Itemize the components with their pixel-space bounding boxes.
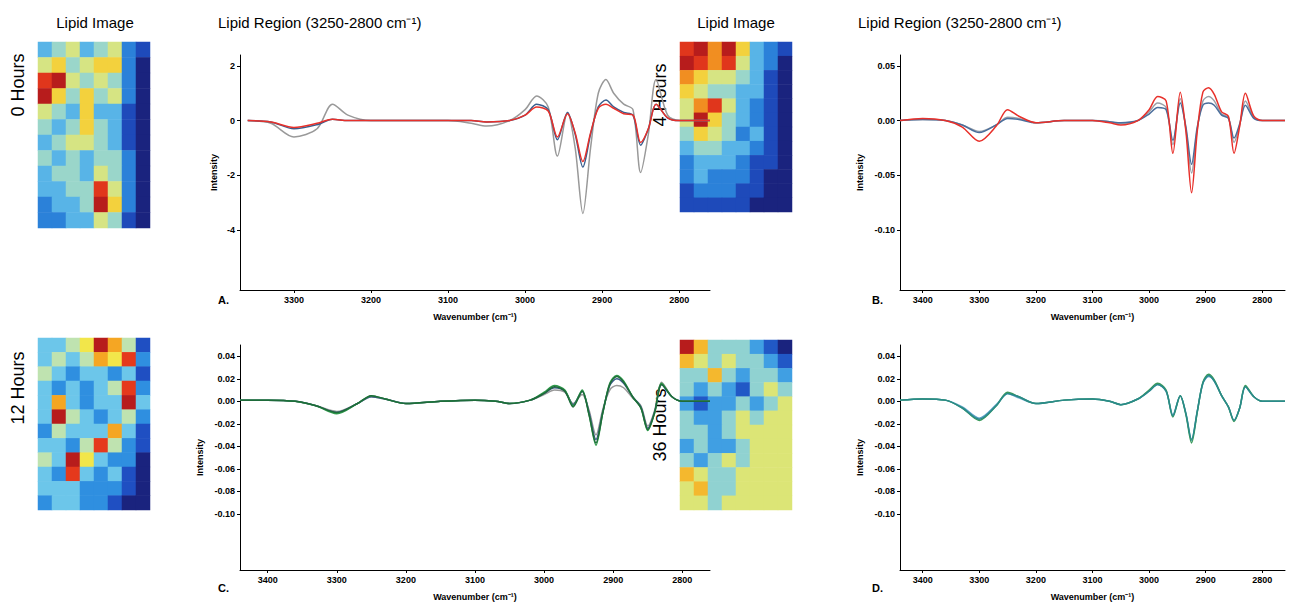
svg-text:-0.06: -0.06 xyxy=(214,464,235,474)
svg-text:-0.04: -0.04 xyxy=(874,441,895,451)
svg-text:-0.06: -0.06 xyxy=(874,464,895,474)
svg-text:Wavenumber (cm⁻¹): Wavenumber (cm⁻¹) xyxy=(433,312,517,322)
svg-text:Lipid Image: Lipid Image xyxy=(56,14,134,31)
svg-text:3000: 3000 xyxy=(1139,575,1159,585)
svg-text:3300: 3300 xyxy=(969,295,989,305)
svg-text:0.00: 0.00 xyxy=(877,396,895,406)
svg-text:3400: 3400 xyxy=(913,575,933,585)
svg-text:0.05: 0.05 xyxy=(877,61,895,71)
svg-text:-0.10: -0.10 xyxy=(874,509,895,519)
svg-text:-0.04: -0.04 xyxy=(214,441,235,451)
svg-text:B.: B. xyxy=(872,294,883,306)
svg-text:3200: 3200 xyxy=(396,575,416,585)
svg-text:4 Hours: 4 Hours xyxy=(650,63,670,127)
svg-text:Intensity: Intensity xyxy=(855,154,865,191)
svg-text:3300: 3300 xyxy=(327,575,347,585)
svg-text:Lipid Region (3250-2800 cm⁻¹): Lipid Region (3250-2800 cm⁻¹) xyxy=(858,14,1061,31)
svg-text:3400: 3400 xyxy=(258,575,278,585)
svg-text:3100: 3100 xyxy=(438,295,458,305)
svg-text:Intensity: Intensity xyxy=(209,154,219,191)
svg-text:3300: 3300 xyxy=(969,575,989,585)
svg-text:Wavenumber (cm⁻¹): Wavenumber (cm⁻¹) xyxy=(433,592,517,602)
svg-text:Lipid Image: Lipid Image xyxy=(697,14,775,31)
svg-text:-0.08: -0.08 xyxy=(874,486,895,496)
svg-text:3100: 3100 xyxy=(465,575,485,585)
svg-text:3200: 3200 xyxy=(1026,295,1046,305)
svg-text:A.: A. xyxy=(218,294,229,306)
svg-text:Intensity: Intensity xyxy=(195,439,205,476)
svg-text:2900: 2900 xyxy=(603,575,623,585)
svg-text:2: 2 xyxy=(230,61,235,71)
svg-text:2800: 2800 xyxy=(1252,295,1272,305)
svg-text:-0.10: -0.10 xyxy=(214,509,235,519)
svg-text:2800: 2800 xyxy=(1252,575,1272,585)
svg-text:-0.10: -0.10 xyxy=(874,225,895,235)
svg-text:2900: 2900 xyxy=(1196,575,1216,585)
svg-text:36 Hours: 36 Hours xyxy=(650,388,670,461)
svg-text:3000: 3000 xyxy=(1139,295,1159,305)
svg-text:C.: C. xyxy=(218,582,229,594)
svg-text:Wavenumber (cm⁻¹): Wavenumber (cm⁻¹) xyxy=(1051,312,1135,322)
svg-text:3200: 3200 xyxy=(361,295,381,305)
svg-text:0.04: 0.04 xyxy=(877,351,895,361)
svg-text:-0.02: -0.02 xyxy=(214,419,235,429)
svg-text:-0.05: -0.05 xyxy=(874,170,895,180)
svg-text:3000: 3000 xyxy=(534,575,554,585)
svg-text:0.04: 0.04 xyxy=(217,351,235,361)
svg-text:3200: 3200 xyxy=(1026,575,1046,585)
svg-text:0.00: 0.00 xyxy=(877,116,895,126)
svg-text:-0.02: -0.02 xyxy=(874,419,895,429)
svg-text:-4: -4 xyxy=(227,225,235,235)
svg-text:Intensity: Intensity xyxy=(855,439,865,476)
svg-text:3300: 3300 xyxy=(284,295,304,305)
svg-text:0: 0 xyxy=(230,116,235,126)
svg-text:Lipid Region (3250-2800 cm⁻¹): Lipid Region (3250-2800 cm⁻¹) xyxy=(218,14,421,31)
svg-text:2800: 2800 xyxy=(669,295,689,305)
svg-text:-2: -2 xyxy=(227,170,235,180)
svg-text:12 Hours: 12 Hours xyxy=(8,351,28,424)
svg-text:2900: 2900 xyxy=(1196,295,1216,305)
svg-text:3000: 3000 xyxy=(515,295,535,305)
svg-text:3400: 3400 xyxy=(913,295,933,305)
svg-text:-0.08: -0.08 xyxy=(214,486,235,496)
svg-text:0.02: 0.02 xyxy=(877,374,895,384)
svg-text:2900: 2900 xyxy=(592,295,612,305)
svg-text:2800: 2800 xyxy=(672,575,692,585)
svg-text:0.00: 0.00 xyxy=(217,396,235,406)
svg-text:Wavenumber (cm⁻¹): Wavenumber (cm⁻¹) xyxy=(1051,592,1135,602)
svg-text:0.02: 0.02 xyxy=(217,374,235,384)
svg-text:0 Hours: 0 Hours xyxy=(8,53,28,116)
svg-text:3100: 3100 xyxy=(1082,575,1102,585)
svg-text:D.: D. xyxy=(872,582,883,594)
svg-text:3100: 3100 xyxy=(1082,295,1102,305)
